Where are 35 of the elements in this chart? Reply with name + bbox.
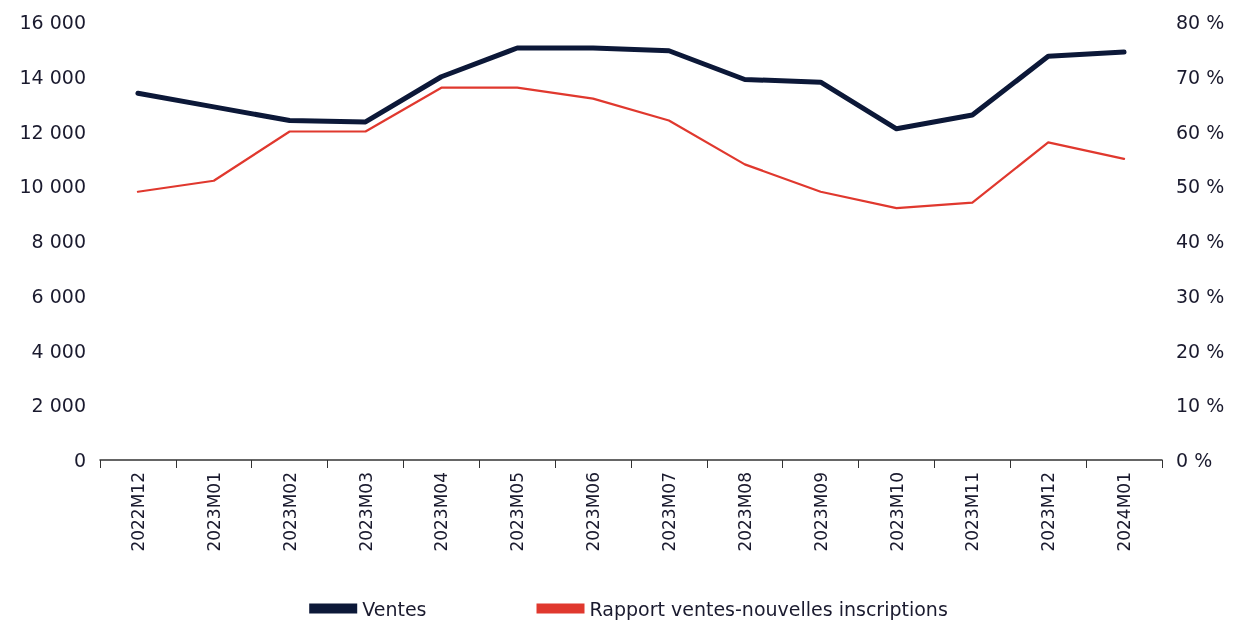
x-tick-label: 2023M12 [1038, 472, 1059, 552]
x-tick-label: 2023M03 [355, 472, 376, 552]
y-tick-label: 6 000 [31, 284, 86, 307]
y-tick-label: 16 000 [19, 11, 86, 33]
y-tick-label: 0 [73, 449, 86, 471]
y2-tick-label: 50 % [1176, 175, 1225, 198]
x-tick-label: 2023M07 [658, 472, 679, 552]
x-tick-label: 2023M10 [886, 472, 907, 552]
y-tick-label: 12 000 [19, 120, 86, 143]
y2-tick-label: 40 % [1176, 230, 1225, 252]
x-tick-label: 2024M01 [1114, 472, 1135, 552]
x-tick-label: 2023M05 [507, 472, 528, 552]
x-tick-label: 2023M06 [583, 472, 604, 552]
y2-tick-label: 10 % [1176, 394, 1225, 417]
y-tick-label: 14 000 [19, 65, 86, 88]
x-tick-label: 2023M04 [431, 472, 452, 552]
y2-tick-label: 20 % [1176, 339, 1225, 362]
y2-tick-label: 70 % [1176, 65, 1225, 88]
y-tick-label: 4 000 [31, 339, 86, 362]
x-tick-label: 2022M12 [127, 472, 148, 552]
y-tick-label: 8 000 [31, 230, 86, 252]
y2-tick-label: 0 % [1176, 449, 1213, 471]
x-tick-label: 2023M02 [279, 472, 300, 552]
y2-tick-label: 60 % [1176, 120, 1225, 143]
legend-label: Rapport ventes-nouvelles inscriptions [589, 597, 948, 620]
y-tick-label: 2 000 [31, 394, 86, 417]
x-tick-label: 2023M11 [962, 472, 983, 552]
y2-tick-label: 30 % [1176, 284, 1225, 307]
x-tick-label: 2023M09 [810, 472, 831, 552]
x-tick-label: 2023M08 [734, 472, 755, 552]
y-tick-label: 10 000 [19, 175, 86, 198]
legend-label: Ventes [362, 597, 427, 620]
y2-tick-label: 80 % [1176, 11, 1225, 33]
line-series [136, 86, 1126, 210]
x-tick-label: 2023M01 [203, 472, 224, 552]
